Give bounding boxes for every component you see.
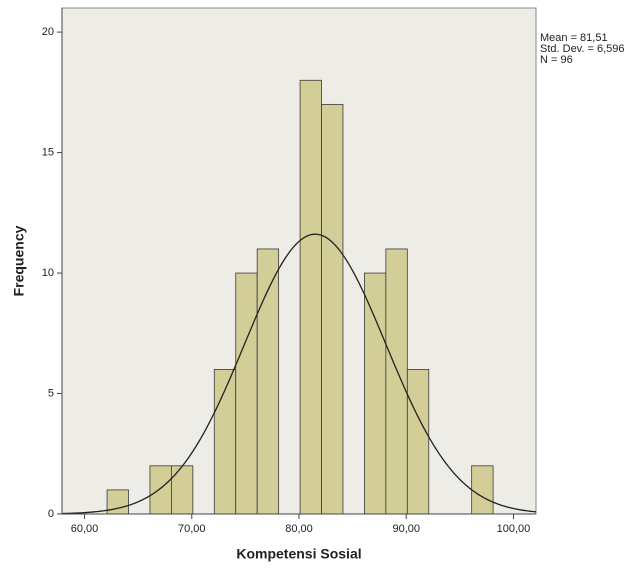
x-tick-label: 100,00: [497, 523, 531, 535]
chart: Kompetensi Sosial Frequency 0 5 10 15 20 60,0…: [0, 0, 644, 568]
y-tick-label: 20: [42, 26, 54, 38]
bar: [236, 273, 257, 514]
bar: [407, 369, 428, 514]
bar: [472, 466, 493, 514]
stat-annotation: N = 96: [540, 54, 573, 66]
y-tick-label: 15: [42, 146, 54, 158]
x-axis-label: Kompetensi Sosial: [236, 546, 361, 562]
bar: [171, 466, 192, 514]
x-tick-label: 80,00: [285, 523, 313, 535]
x-tick-label: 70,00: [178, 523, 206, 535]
x-tick-label: 60,00: [71, 523, 99, 535]
plot-area: [62, 8, 536, 514]
bar: [300, 80, 321, 514]
bar: [322, 104, 343, 514]
y-tick-label: 0: [48, 508, 54, 520]
bar: [257, 249, 278, 514]
bar: [386, 249, 407, 514]
bar: [150, 466, 171, 514]
y-tick-label: 5: [48, 387, 54, 399]
bar: [364, 273, 385, 514]
y-axis-label: Frequency: [11, 225, 27, 296]
y-tick-label: 10: [42, 267, 54, 279]
x-tick-label: 90,00: [392, 523, 420, 535]
